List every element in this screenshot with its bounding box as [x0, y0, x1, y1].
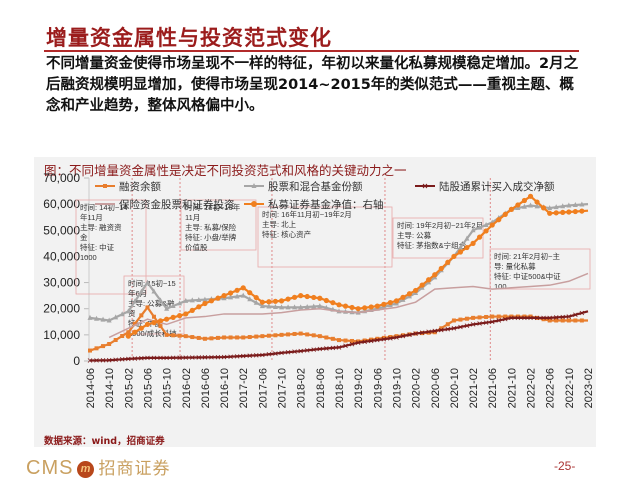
data-source: 数据来源：wind，招商证券	[44, 436, 165, 447]
logo-text: CMS	[26, 457, 74, 479]
cms-logo: CMS m 招商证券	[26, 454, 170, 480]
slide-body-text: 不同增量资金使得市场呈现不一样的特征，年初以来量化私募规模稳定增加。2月之后融资…	[46, 56, 579, 114]
logo-badge-icon: m	[77, 461, 95, 478]
logo-cn-text: 招商证券	[98, 459, 171, 479]
title-divider	[44, 50, 579, 52]
slide-title: 增量资金属性与投资范式变化	[46, 26, 332, 50]
page-number: -25-	[554, 459, 576, 473]
chart-caption: 图：不同增量资金属性是决定不同投资范式和风格的关键动力之一	[44, 163, 407, 178]
chart-panel	[34, 157, 596, 447]
